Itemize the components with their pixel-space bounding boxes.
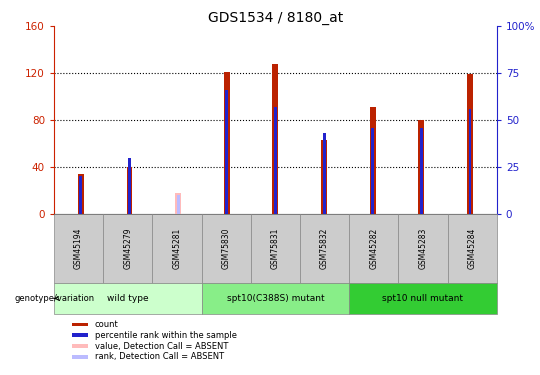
Bar [349, 214, 399, 283]
Text: GSM45284: GSM45284 [468, 228, 477, 269]
Title: GDS1534 / 8180_at: GDS1534 / 8180_at [208, 11, 343, 25]
Bar [152, 214, 201, 283]
Bar [420, 128, 423, 214]
Text: GSM45283: GSM45283 [418, 228, 428, 269]
Bar [54, 283, 201, 314]
Bar [201, 283, 349, 314]
Text: GSM45279: GSM45279 [123, 228, 132, 269]
Bar [126, 167, 132, 214]
Bar [469, 109, 471, 214]
Text: count: count [95, 320, 119, 329]
Bar [418, 120, 424, 214]
Bar [79, 176, 82, 214]
Bar [251, 214, 300, 283]
Text: GSM75831: GSM75831 [271, 228, 280, 269]
Bar [103, 214, 152, 283]
Bar [321, 140, 327, 214]
Text: value, Detection Call = ABSENT: value, Detection Call = ABSENT [95, 342, 228, 351]
Text: spt10 null mutant: spt10 null mutant [382, 294, 463, 303]
Text: rank, Detection Call = ABSENT: rank, Detection Call = ABSENT [95, 352, 224, 361]
Text: GSM45194: GSM45194 [74, 228, 83, 269]
Bar [54, 214, 103, 283]
Text: GSM45281: GSM45281 [172, 228, 181, 269]
Bar [72, 322, 89, 326]
Bar [467, 74, 473, 214]
Bar [322, 133, 326, 214]
Bar [448, 214, 497, 283]
Bar [72, 355, 89, 358]
Text: wild type: wild type [107, 294, 148, 303]
Bar [72, 344, 89, 348]
Bar [177, 195, 179, 214]
Text: percentile rank within the sample: percentile rank within the sample [95, 331, 237, 340]
Bar [175, 193, 181, 214]
Bar [72, 333, 89, 337]
Bar [274, 107, 277, 214]
Bar [273, 64, 278, 214]
Bar [224, 72, 230, 214]
Text: GSM75832: GSM75832 [320, 228, 329, 269]
Bar [201, 214, 251, 283]
Text: spt10(C388S) mutant: spt10(C388S) mutant [227, 294, 324, 303]
Bar [349, 283, 497, 314]
Bar [372, 128, 374, 214]
Bar [399, 214, 448, 283]
Text: genotype/variation: genotype/variation [14, 294, 94, 303]
Bar [370, 107, 376, 214]
Bar [78, 174, 84, 214]
Bar [300, 214, 349, 283]
Bar [128, 158, 131, 214]
Bar [225, 90, 228, 214]
Text: GSM75830: GSM75830 [222, 228, 231, 269]
Text: GSM45282: GSM45282 [369, 228, 379, 269]
